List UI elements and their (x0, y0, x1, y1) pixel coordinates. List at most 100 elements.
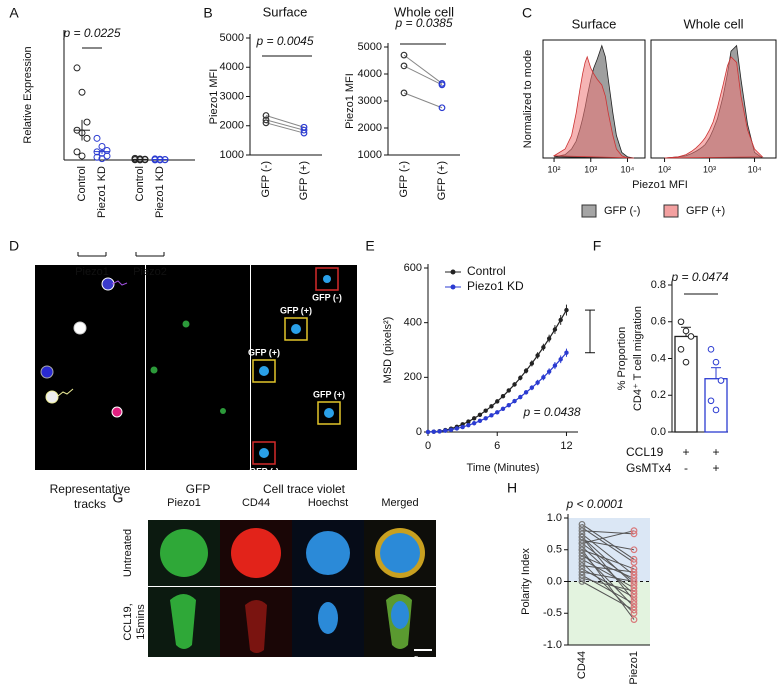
data-point (518, 394, 523, 400)
data-point (630, 565, 638, 573)
chart-title: Surface (263, 4, 308, 19)
data-point (477, 418, 483, 423)
annotation: p = 0.0385 (394, 16, 452, 30)
x-tick-label: Piezo1 KD (154, 166, 166, 218)
data-point (630, 527, 638, 535)
pair-line (403, 54, 443, 84)
y-tick-label: 200 (404, 371, 422, 383)
y-tick-label: 2000 (358, 122, 382, 134)
panel-g-images (148, 520, 436, 657)
track (111, 280, 128, 286)
data-point (564, 350, 569, 355)
y-tick-label: 3000 (220, 90, 244, 102)
data-point (578, 520, 586, 528)
legend-marker (450, 269, 456, 275)
data-point (78, 152, 86, 160)
data-point (630, 530, 638, 538)
data-point (578, 530, 586, 538)
cell (45, 390, 59, 404)
data-point (400, 51, 408, 59)
cell-box (284, 317, 308, 341)
data-point (83, 118, 91, 126)
data-point (630, 555, 638, 563)
data-point (630, 571, 638, 579)
shading (568, 581, 650, 645)
legend-label: GFP (+) (686, 205, 725, 217)
data-point (630, 597, 638, 604)
data-point (73, 148, 81, 156)
panel-letter: D (9, 238, 19, 254)
panel-title: Whole cell (684, 16, 744, 31)
cell (170, 594, 196, 649)
pair-line (581, 574, 635, 605)
x-tick-label: 10⁴ (748, 164, 762, 174)
data-point (578, 568, 586, 576)
data-point (460, 424, 465, 430)
data-point (518, 375, 523, 381)
cell (73, 321, 87, 335)
pair-line (581, 558, 635, 589)
cell (160, 529, 208, 577)
data-point (431, 429, 436, 434)
condition-level: - (684, 461, 688, 475)
panel-letter: H (507, 480, 517, 496)
pair-line (265, 115, 305, 128)
data-point (500, 393, 506, 399)
plot-frame (542, 39, 646, 159)
panel-letter: B (203, 5, 212, 21)
data-point (506, 388, 511, 393)
chart-title: Whole cell (394, 4, 454, 19)
cell (259, 448, 269, 458)
data-point (578, 578, 586, 585)
data-point (471, 421, 477, 426)
x-tick-label: CD44 (576, 651, 588, 679)
image (146, 265, 250, 470)
pair-line (581, 581, 635, 611)
column-label: Piezo1 (167, 497, 201, 509)
data-point (489, 404, 494, 409)
data-point (630, 581, 638, 589)
panel-letter: A (9, 5, 19, 21)
data-point (578, 571, 586, 579)
cell-box (252, 359, 276, 383)
cell-label: GFP (-) (249, 466, 279, 476)
image-caption: Representative (50, 482, 131, 496)
panel-d-images (35, 265, 357, 470)
data-point (535, 353, 540, 358)
data-point (552, 327, 558, 332)
data-point (425, 429, 431, 435)
cell (245, 600, 267, 653)
column-label: Merged (381, 497, 418, 509)
data-point (578, 524, 586, 531)
data-point (136, 156, 144, 164)
data-point (98, 142, 106, 150)
data-point (506, 403, 511, 408)
data-point (477, 412, 483, 417)
condition-level: + (682, 445, 689, 459)
data-point (443, 428, 448, 433)
pair-line (581, 546, 635, 595)
data-point (717, 377, 725, 384)
data-point (630, 584, 638, 592)
annotation: p < 0.0001 (565, 497, 623, 511)
y-tick-label: 5000 (358, 41, 382, 53)
data-point (93, 153, 101, 161)
cell (220, 408, 226, 414)
y-tick-label: 400 (404, 317, 422, 329)
data-point (630, 574, 638, 582)
y-axis-label: % Proportion (616, 327, 628, 391)
legend-marker (450, 284, 456, 290)
x-tick-label: 10² (658, 164, 671, 174)
y-tick-label: -0.5 (543, 607, 562, 619)
data-point (630, 606, 638, 614)
data-point (630, 590, 638, 598)
x-tick-label: 10² (548, 164, 561, 174)
data-point (93, 134, 101, 142)
data-point (437, 429, 442, 434)
cell (231, 528, 281, 578)
data-point (495, 399, 500, 404)
pair-line (581, 565, 635, 573)
legend-label: Piezo1 KD (467, 279, 524, 293)
row-label: Untreated (122, 529, 134, 577)
